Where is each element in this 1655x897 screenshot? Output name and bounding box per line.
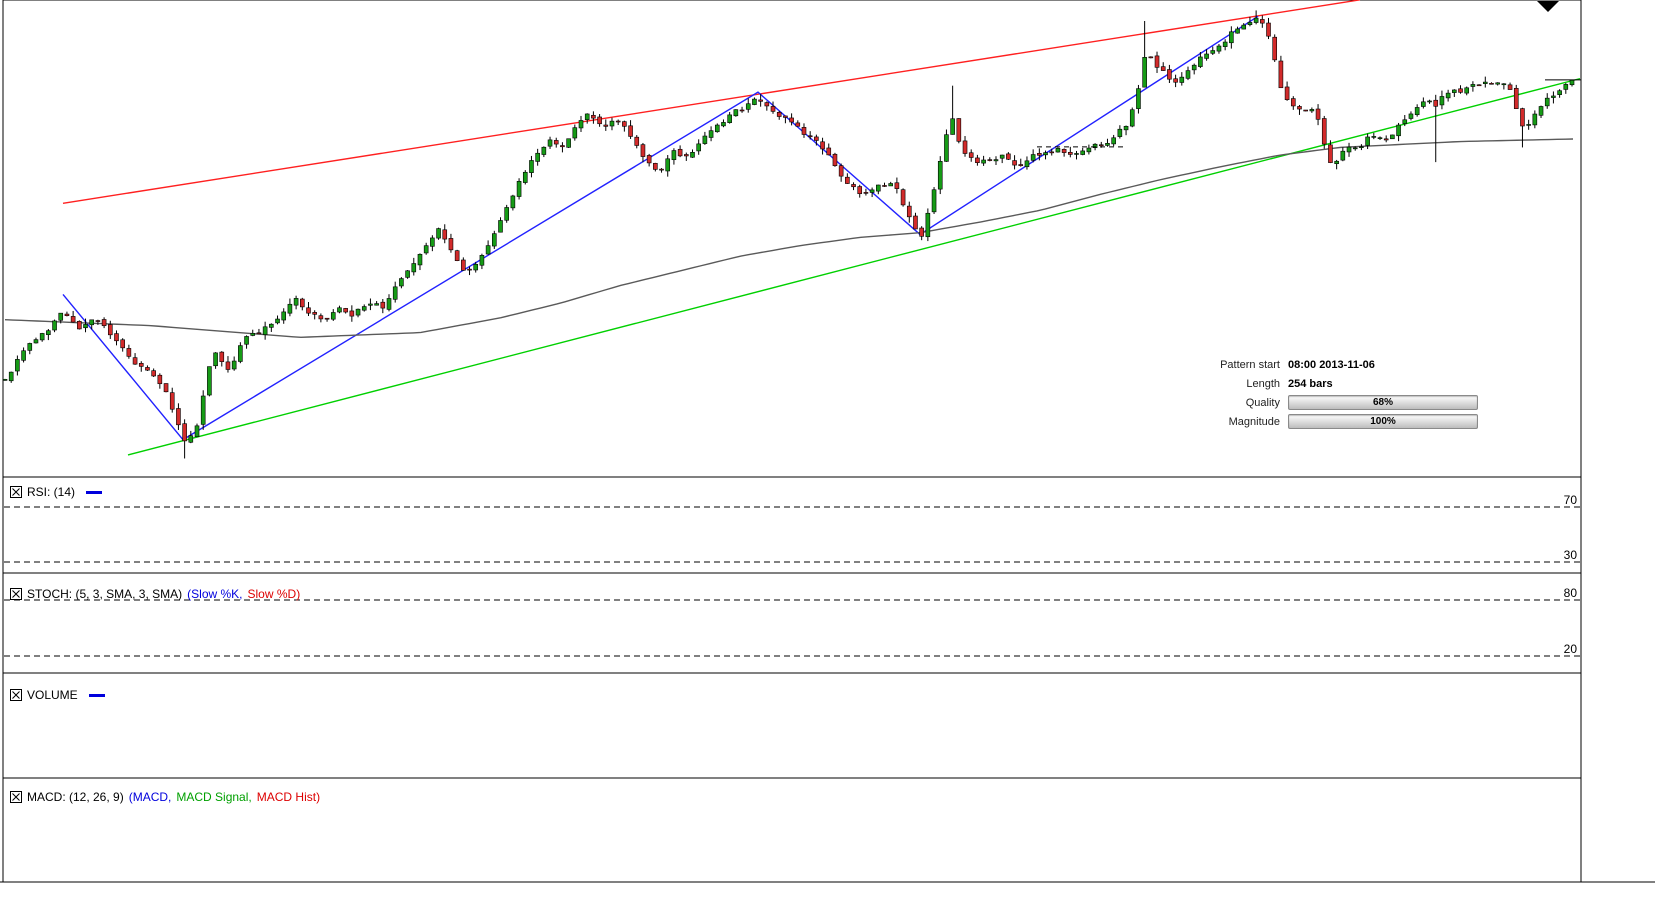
quality-percent-text: 68% xyxy=(1372,397,1393,408)
stoch-level-lines xyxy=(4,599,1580,657)
pattern-quality-row: Quality 68% xyxy=(1178,393,1488,412)
rsi-indicator-header: RSI: (14) xyxy=(10,485,103,499)
quality-progress-fill: 68% xyxy=(1289,396,1477,409)
stoch-checkbox-icon[interactable] xyxy=(10,588,22,600)
pattern-length-label: Length xyxy=(1246,377,1280,390)
pattern-quality-label: Quality xyxy=(1245,396,1280,409)
rsi-checkbox-icon[interactable] xyxy=(10,486,22,498)
macd-signal-label: MACD Signal, xyxy=(176,790,252,804)
zigzag-pattern-line xyxy=(62,15,1259,441)
moving-average-line xyxy=(4,138,1574,339)
volume-legend-line-icon xyxy=(88,693,105,697)
resistance-trendline xyxy=(62,0,1361,204)
magnitude-progress-bar: 100% xyxy=(1288,414,1478,429)
stoch-k-label: (Slow %K, xyxy=(187,587,243,601)
support-trendline xyxy=(127,77,1581,456)
pattern-magnitude-label: Magnitude xyxy=(1228,415,1280,428)
candlestick-series xyxy=(2,10,1575,459)
rsi-legend-line-icon xyxy=(86,490,103,494)
rsi-label-text: RSI: (14) xyxy=(27,485,76,499)
quality-progress-bar: 68% xyxy=(1288,395,1478,410)
pattern-length-row: Length 254 bars xyxy=(1178,374,1488,393)
macd-hist-label: MACD Hist) xyxy=(256,790,321,804)
pattern-start-label: Pattern start xyxy=(1220,358,1280,371)
macd-checkbox-icon[interactable] xyxy=(10,791,22,803)
pattern-magnitude-row: Magnitude 100% xyxy=(1178,412,1488,431)
pattern-start-value: 08:00 2013-11-06 xyxy=(1288,358,1375,371)
magnitude-percent-text: 100% xyxy=(1370,416,1396,427)
pattern-start-row: Pattern start 08:00 2013-11-06 xyxy=(1178,355,1488,374)
volume-checkbox-icon[interactable] xyxy=(10,689,22,701)
stoch-d-label: Slow %D) xyxy=(247,587,301,601)
volume-label-text: VOLUME xyxy=(27,688,78,702)
magnitude-progress-fill: 100% xyxy=(1289,415,1477,428)
macd-line-label: (MACD, xyxy=(128,790,172,804)
pattern-end-marker-icon xyxy=(1537,1,1559,12)
pattern-info-box: Pattern start 08:00 2013-11-06 Length 25… xyxy=(1178,355,1488,431)
macd-indicator-header: MACD: (12, 26, 9) (MACD, MACD Signal, MA… xyxy=(10,790,320,804)
rsi-level-lines xyxy=(4,506,1580,563)
volume-indicator-header: VOLUME xyxy=(10,688,105,702)
stoch-indicator-header: STOCH: (5, 3, SMA, 3, SMA) (Slow %K, Slo… xyxy=(10,587,300,601)
macd-label-text: MACD: (12, 26, 9) xyxy=(27,790,124,804)
pattern-length-value: 254 bars xyxy=(1288,377,1333,390)
stoch-label-text: STOCH: (5, 3, SMA, 3, SMA) xyxy=(27,587,183,601)
